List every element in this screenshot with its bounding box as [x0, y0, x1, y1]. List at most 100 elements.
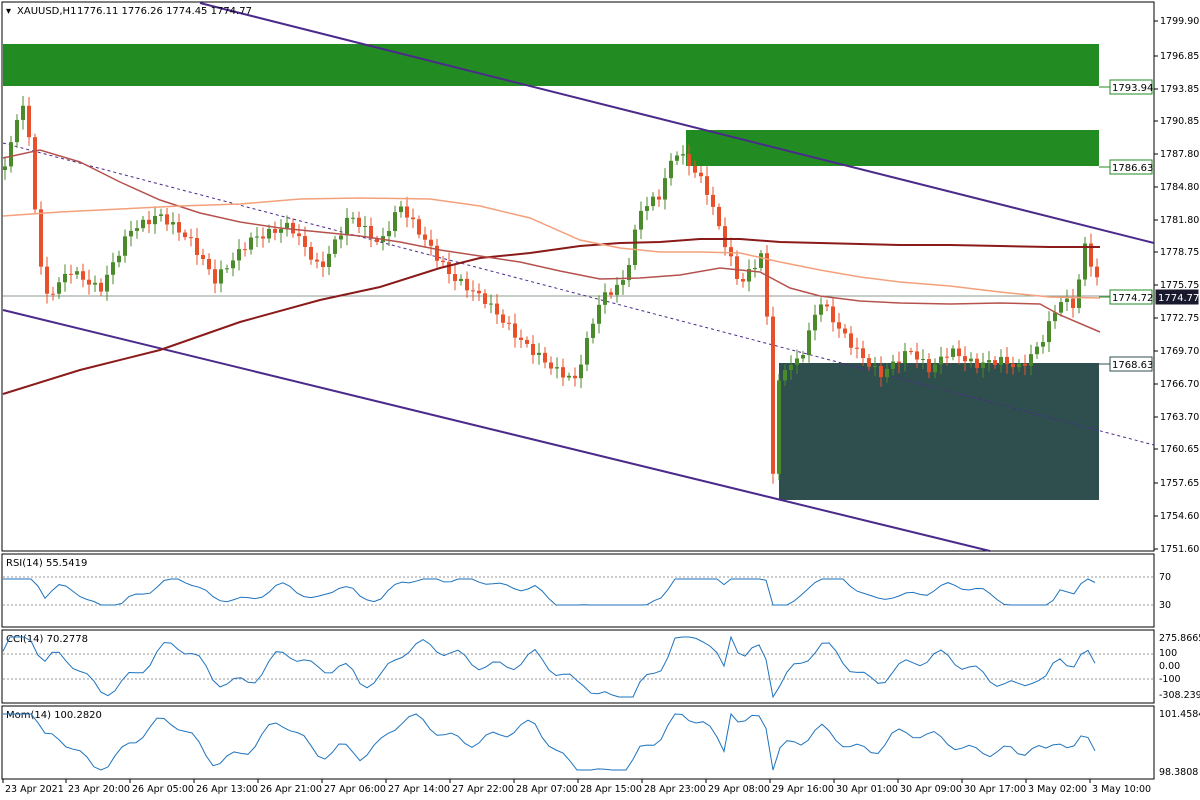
- candle-body: [3, 166, 7, 170]
- candle-body: [345, 218, 349, 236]
- candle-body: [501, 314, 505, 322]
- candle-body: [945, 357, 949, 358]
- candle-body: [165, 214, 169, 224]
- candle-body: [543, 353, 547, 363]
- candle-body: [975, 359, 979, 368]
- candle-body: [1095, 267, 1099, 278]
- time-tick-label: 30 Apr 09:00: [900, 784, 962, 795]
- price-tick-label: 1790.85: [1160, 116, 1199, 127]
- candle-body: [471, 290, 475, 291]
- price-tick-label: 1796.85: [1160, 51, 1199, 62]
- candle-body: [477, 291, 481, 294]
- candle-body: [465, 279, 469, 290]
- demand-zone: [779, 363, 1099, 500]
- price-tick-label: 1766.70: [1160, 379, 1199, 390]
- candle-body: [843, 329, 847, 334]
- candle-body: [987, 360, 991, 362]
- candle-body: [969, 359, 973, 362]
- time-tick-label: 28 Apr 07:00: [516, 784, 578, 795]
- price-tick-label: 1769.70: [1160, 346, 1199, 357]
- candle-body: [837, 322, 841, 328]
- time-tick-label: 29 Apr 16:00: [772, 784, 834, 795]
- candle-body: [849, 333, 853, 347]
- supply-zone-upper: [3, 44, 1099, 86]
- cci-level-100-label: 100: [1159, 648, 1177, 659]
- time-tick-label: 26 Apr 21:00: [260, 784, 322, 795]
- candle-body: [417, 219, 421, 234]
- candle-body: [423, 235, 427, 240]
- price-tick-label: 1757.65: [1160, 478, 1199, 489]
- chart-symbol: XAUUSD,H1: [17, 6, 76, 17]
- candle-body: [315, 260, 319, 262]
- candle-body: [261, 237, 265, 239]
- price-tag-label: 1793.94: [1112, 83, 1153, 94]
- candle-body: [75, 271, 79, 274]
- candle-body: [189, 237, 193, 238]
- supply-zone-lower: [686, 130, 1099, 166]
- candle-body: [141, 220, 145, 228]
- cci-level-0-label: 0.00: [1159, 661, 1180, 672]
- candle-body: [645, 206, 649, 211]
- candle-body: [657, 197, 661, 200]
- candle-body: [1005, 357, 1009, 364]
- candle-body: [1017, 364, 1021, 367]
- candle-body: [729, 247, 733, 256]
- cci-level-bottom-label: -308.2397: [1159, 690, 1200, 701]
- price-tick-label: 1793.85: [1160, 84, 1199, 95]
- price-tick-label: 1760.65: [1160, 444, 1199, 455]
- candle-body: [807, 330, 811, 355]
- time-tick-label: 30 Apr 01:00: [836, 784, 898, 795]
- candle-body: [1011, 364, 1015, 367]
- candle-body: [711, 195, 715, 207]
- price-tick-label: 1781.80: [1160, 215, 1199, 226]
- rsi-level-70-label: 70: [1159, 572, 1171, 583]
- candle-body: [765, 253, 769, 316]
- candle-body: [735, 256, 739, 279]
- candle-body: [81, 271, 85, 280]
- candle-body: [933, 364, 937, 372]
- candle-body: [87, 280, 91, 285]
- candle-body: [297, 233, 301, 236]
- candle-body: [21, 106, 25, 120]
- candle-body: [207, 259, 211, 269]
- candle-body: [831, 307, 835, 323]
- candle-body: [255, 237, 259, 238]
- candle-body: [951, 349, 955, 357]
- mom-level-bottom-label: 98.3808: [1159, 767, 1198, 778]
- candle-body: [669, 161, 673, 178]
- candle-body: [957, 349, 961, 357]
- candle-body: [105, 275, 109, 292]
- candle-body: [579, 365, 583, 379]
- time-tick-label: 28 Apr 15:00: [580, 784, 642, 795]
- candle-body: [39, 209, 43, 266]
- candle-body: [801, 355, 805, 358]
- candle-body: [573, 376, 577, 378]
- candle-body: [237, 249, 241, 260]
- candle-body: [999, 357, 1003, 365]
- candle-body: [1053, 313, 1057, 322]
- candle-body: [939, 357, 943, 365]
- candle-body: [357, 218, 361, 227]
- candle-body: [1059, 302, 1063, 313]
- price-tag-label: 1768.63: [1112, 360, 1153, 371]
- candle-body: [609, 292, 613, 295]
- candle-body: [1035, 347, 1039, 354]
- candle-body: [273, 229, 277, 233]
- mom-label: Mom(14) 100.2820: [6, 710, 102, 721]
- candle-body: [981, 362, 985, 367]
- candle-body: [69, 274, 73, 275]
- candle-body: [681, 154, 685, 155]
- candle-body: [675, 156, 679, 161]
- candle-body: [639, 211, 643, 230]
- candle-body: [393, 212, 397, 231]
- candle-body: [429, 240, 433, 246]
- candle-body: [855, 348, 859, 349]
- chart-ohlc: 1776.11 1776.26 1774.45 1774.77: [77, 6, 252, 17]
- candle-body: [489, 304, 493, 305]
- candle-body: [903, 351, 907, 363]
- candle-body: [699, 173, 703, 177]
- candle-body: [561, 367, 565, 377]
- price-tag-label: 1786.63: [1112, 163, 1153, 174]
- candle-body: [387, 231, 391, 236]
